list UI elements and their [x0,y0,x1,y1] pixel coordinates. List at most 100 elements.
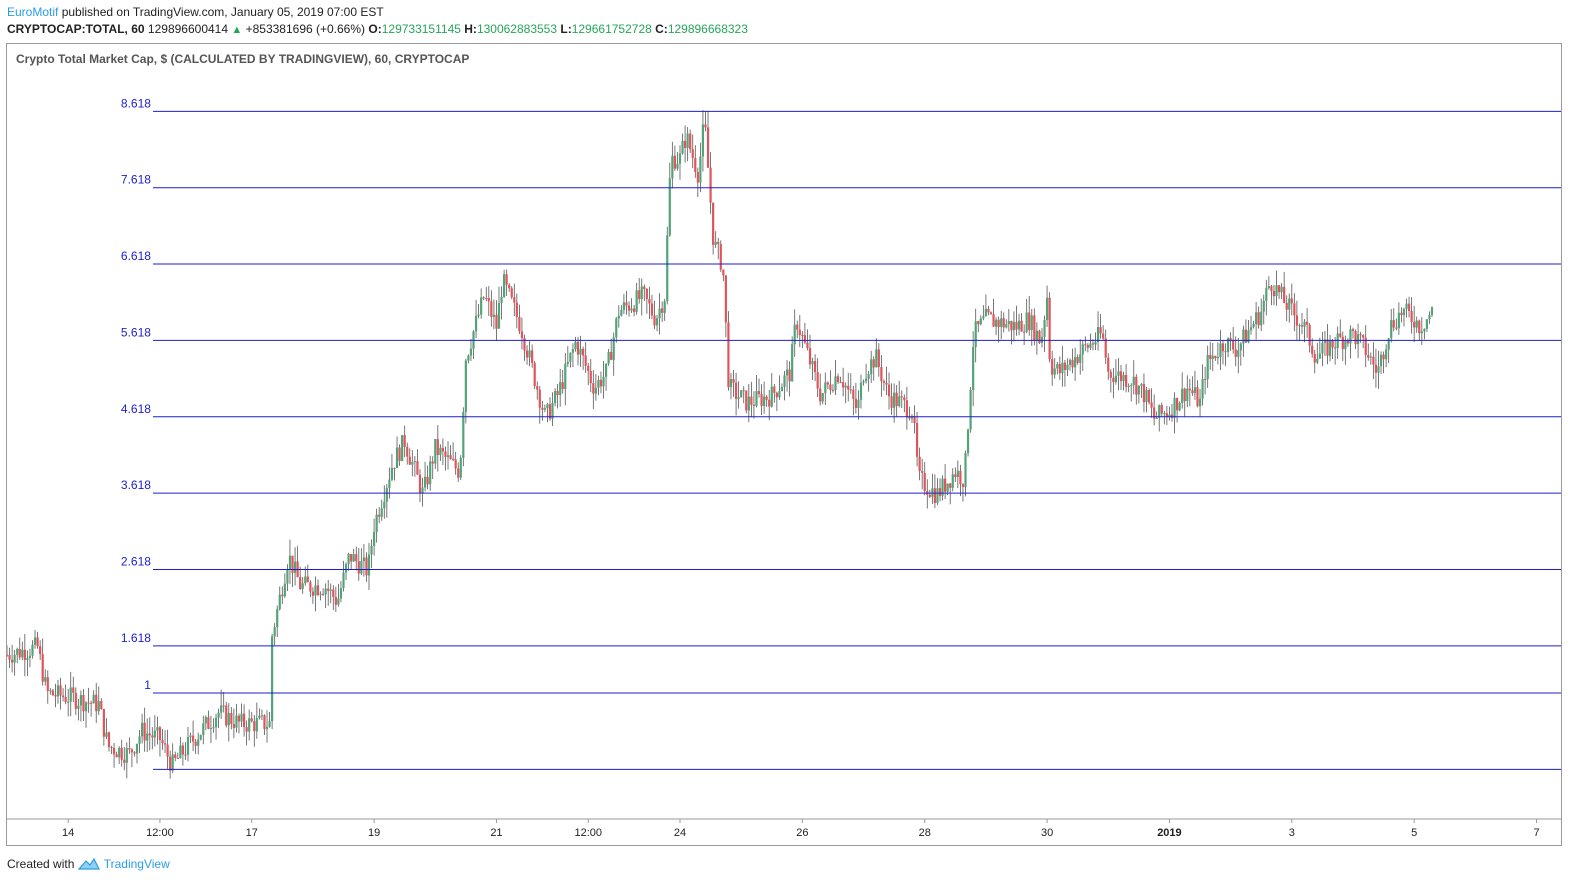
candle-body [676,163,679,169]
candle-body [474,315,478,332]
candle-body [245,727,248,732]
candle-body [1239,343,1242,351]
candle-body [714,241,717,245]
candle-body [1244,329,1248,343]
candle-body [495,314,498,329]
candle-body [452,459,455,461]
candle-body [87,702,90,704]
candle-body [1150,402,1153,408]
candle-body [161,740,164,744]
candle-body [319,593,322,595]
candle-body [1045,297,1049,320]
candle-body [41,654,44,682]
candle-body [859,382,863,400]
candle-body [217,712,220,718]
candle-body [760,394,763,406]
candle-body [1379,354,1383,367]
fib-level-label: 5.618 [121,325,151,339]
candle-body [1201,379,1204,399]
candle-body [16,648,19,655]
candle-body [683,140,687,148]
candle-body [1007,321,1010,325]
candle-body [796,324,799,330]
candle-body [431,461,434,464]
candle-body [1066,364,1069,370]
candle-body [423,476,427,488]
candle-body [26,657,29,661]
candle-body [757,391,761,395]
low-label: L: [560,22,572,36]
candle-body [1193,387,1197,394]
candle-body [125,748,128,763]
candle-body [1119,371,1123,382]
fib-level-label: 2.618 [121,554,151,568]
high-value: 130062883553 [476,22,558,36]
candle-body [268,721,271,727]
candle-body [701,124,705,157]
candle-body [1339,333,1342,337]
candle-body [105,732,108,737]
candle-body [691,149,694,158]
footer: Created with TradingView [7,856,170,872]
candle-body [655,318,659,326]
candle-body [1025,312,1028,332]
chart-panel[interactable]: 1 1.618 2.618 3.618 4.618 5.618 6.618 7.618 8.61… [6,43,1562,846]
candle-body [765,396,768,400]
candle-body [1356,334,1360,345]
candle-body [176,757,179,759]
candle-body [383,501,386,509]
candle-body [1165,413,1168,417]
candle-body [900,396,903,398]
candle-body [1354,330,1357,345]
candle-body [972,346,975,391]
candle-body [1142,384,1146,403]
candle-body [21,649,24,658]
candle-body [1395,327,1398,329]
candle-body [95,694,98,712]
tradingview-logo-icon [77,857,100,870]
candle-body [235,715,238,728]
candle-body [944,478,947,492]
candle-body [673,155,676,169]
candle-body [444,451,447,457]
candle-body [678,153,682,164]
candle-body [1163,413,1166,415]
candle-body [69,687,72,702]
x-tick-label: 21 [490,827,502,839]
fib-level-label: 8.618 [121,96,151,110]
candle-body [97,701,100,712]
chart-canvas[interactable]: 1 1.618 2.618 3.618 4.618 5.618 6.618 7.618 8.61… [7,44,1561,845]
candle-body [1209,354,1212,359]
candle-body [592,383,595,394]
candle-body [413,461,416,463]
candle-body [357,561,360,574]
candle-body [418,474,422,494]
tradingview-brand[interactable]: TradingView [103,857,170,871]
candle-body [543,408,546,410]
candle-body [434,439,437,464]
candle-body [301,583,304,589]
candle-body [505,274,508,285]
candle-body [227,713,230,726]
candle-body [469,348,473,356]
candle-body [334,597,337,605]
candle-body [1140,384,1143,386]
candle-body [1002,318,1005,328]
candle-body [842,382,845,388]
candle-body [849,389,852,391]
candle-body [90,702,93,704]
candle-body [518,316,521,332]
candle-body [712,202,715,245]
candle-body [67,701,70,703]
candle-body [648,298,651,304]
candle-body [1359,334,1362,336]
candle-body [184,754,187,756]
candle-body [602,376,605,387]
candle-body [689,133,692,150]
candle-body [327,588,330,591]
candle-body [411,461,414,465]
author-link[interactable]: EuroMotif [7,5,59,19]
candle-body [13,654,16,663]
candle-body [360,561,363,574]
close-value: 129896668323 [667,22,748,36]
